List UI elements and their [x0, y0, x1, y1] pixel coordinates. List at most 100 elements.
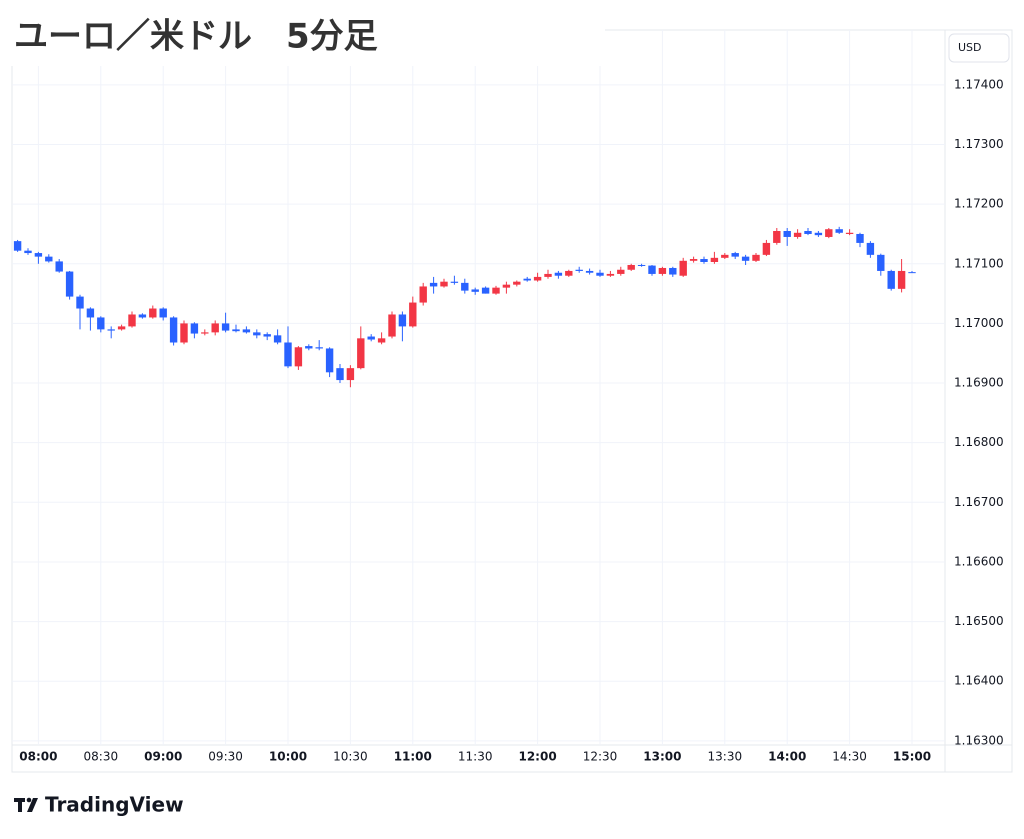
candle-body	[232, 329, 240, 332]
candle-body	[502, 284, 511, 288]
brand-logo	[14, 797, 38, 812]
x-tick-label: 08:00	[19, 750, 57, 764]
candle-body	[877, 254, 885, 271]
y-tick-label: 1.17000	[954, 316, 1004, 330]
candle-body	[533, 276, 542, 281]
title-background	[0, 0, 605, 66]
y-tick-label: 1.16900	[954, 376, 1004, 390]
axes: 1.17400 1.17300 1.17200 1.17100 1.17000 1.169…	[954, 77, 1004, 747]
x-tick-label: 13:30	[708, 750, 743, 764]
candle-body	[554, 272, 563, 276]
x-tick-label: 14:30	[832, 750, 867, 764]
candle-body	[481, 287, 490, 294]
candle-body	[513, 281, 521, 285]
candle-body	[169, 317, 178, 343]
candle-body	[658, 267, 667, 274]
candle-body	[897, 270, 906, 289]
candle-body	[325, 348, 334, 373]
brand-name: TradingView	[45, 793, 184, 817]
y-tick-label: 1.17400	[954, 77, 1004, 91]
candle-body	[689, 259, 698, 261]
candle-body	[887, 270, 895, 289]
candle-body	[866, 242, 875, 255]
candle-body	[201, 332, 209, 334]
candle-body	[315, 347, 323, 349]
candle-body	[596, 272, 604, 276]
candle-body	[825, 229, 833, 237]
candle-body	[76, 296, 84, 309]
candle-body	[336, 368, 344, 381]
candle-body	[741, 256, 750, 261]
x-tick-label: 09:30	[208, 750, 243, 764]
logo-shape	[27, 798, 38, 812]
candle-body	[273, 335, 282, 343]
candle-body	[783, 230, 791, 237]
x-tick-label: 15:00	[893, 750, 931, 764]
x-tick-label: 14:00	[768, 750, 806, 764]
candle-body	[253, 332, 261, 336]
logo-shape	[26, 797, 32, 803]
chart-title: ユーロ／米ドル 5分足	[14, 17, 378, 57]
candle-body	[97, 317, 105, 330]
candle-body	[835, 229, 843, 233]
candle-body	[263, 334, 271, 337]
logo-shape	[18, 798, 22, 812]
candle-body	[294, 347, 303, 367]
candle-body	[606, 273, 615, 276]
y-tick-label: 1.17300	[954, 137, 1004, 151]
candle-body	[845, 232, 854, 234]
candle-body	[700, 259, 708, 263]
candle-body	[804, 230, 812, 234]
x-tick-label: 09:00	[144, 750, 182, 764]
y-tick-label: 1.17200	[954, 197, 1004, 211]
candle-body	[669, 267, 677, 275]
currency-label: USD	[958, 41, 982, 54]
candle-body	[731, 253, 739, 257]
candle-body	[908, 272, 916, 274]
candle-body	[211, 323, 219, 333]
candle-body	[752, 254, 760, 261]
candle-body	[585, 270, 594, 273]
y-tick-label: 1.16800	[954, 435, 1004, 449]
y-tick-label: 1.16700	[954, 495, 1004, 509]
candle-body	[409, 302, 417, 327]
candle-body	[284, 342, 292, 367]
candle-body	[762, 242, 771, 255]
candle-body	[398, 314, 407, 327]
candle-body	[65, 271, 74, 297]
x-tick-label: 10:30	[333, 750, 368, 764]
candle-body	[138, 314, 147, 318]
candle-body	[679, 260, 687, 276]
candle-body	[440, 281, 448, 287]
candle-body	[221, 323, 230, 331]
candle-body	[814, 232, 823, 236]
candle-body	[24, 250, 32, 254]
y-tick-label: 1.16500	[954, 614, 1004, 628]
currency-button[interactable]	[948, 33, 1010, 63]
candle-body	[617, 269, 625, 274]
candle-body	[377, 338, 386, 343]
candle-body	[149, 308, 157, 318]
x-tick-label: 10:00	[269, 750, 307, 764]
candle-body	[565, 270, 573, 276]
candle-body	[544, 273, 552, 277]
candle-body	[34, 253, 43, 257]
candle-body	[721, 254, 729, 258]
y-tick-label: 1.16400	[954, 674, 1004, 688]
candle-body	[367, 336, 375, 340]
candle-body	[523, 278, 531, 281]
candle-body	[471, 289, 479, 292]
x-tick-label: 08:30	[84, 750, 119, 764]
candle-body	[346, 368, 355, 381]
grid	[12, 30, 945, 745]
candle-body	[793, 232, 802, 237]
candle-body	[117, 326, 126, 330]
y-tick-label: 1.16300	[954, 733, 1004, 747]
candle-body	[180, 323, 188, 343]
candle-body	[128, 314, 136, 327]
candle-body	[242, 329, 251, 333]
candle-body	[637, 264, 646, 266]
candle-body	[461, 282, 469, 291]
candle-body	[190, 323, 199, 334]
chart-frame	[11, 29, 1013, 773]
